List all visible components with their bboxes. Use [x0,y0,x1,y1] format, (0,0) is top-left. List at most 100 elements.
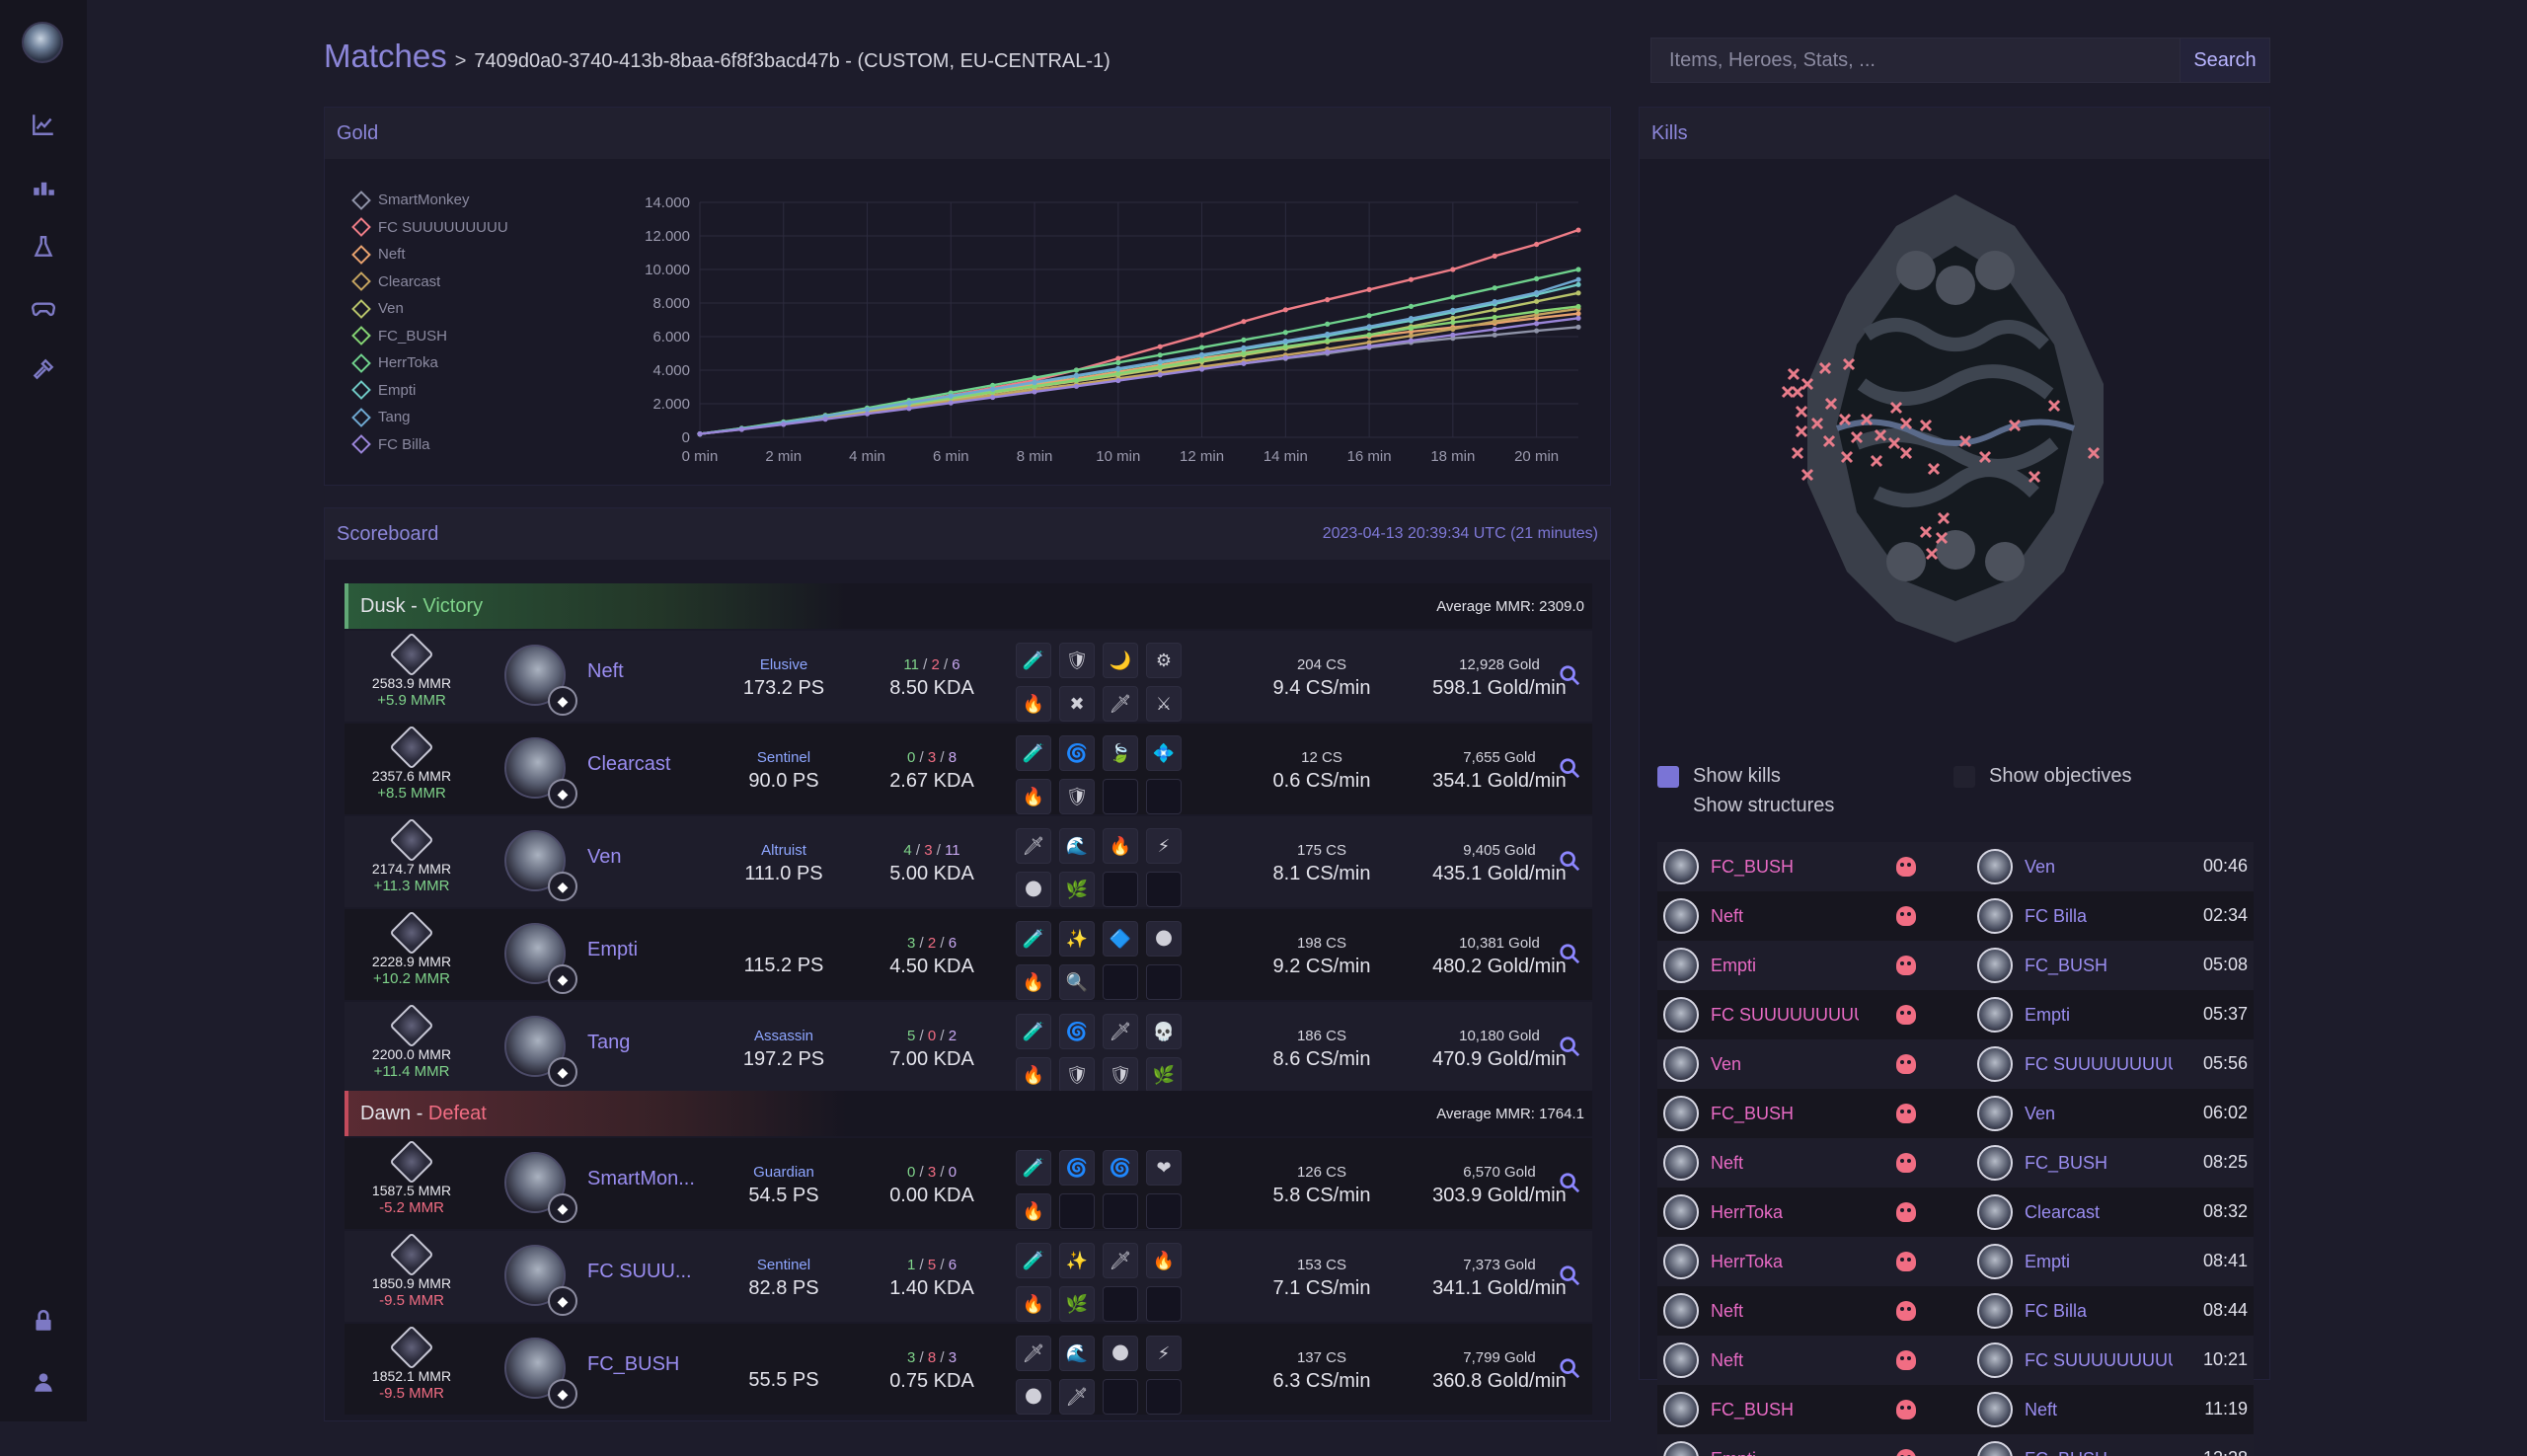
item-icon[interactable]: 🧪 [1016,1243,1051,1278]
item-icon[interactable]: 🔷 [1103,921,1138,957]
inspect-player-button[interactable] [1559,1264,1584,1290]
killer-name[interactable]: Neft [1711,1153,1859,1174]
user-icon[interactable] [26,1364,61,1400]
item-icon[interactable]: 🗡 [1103,1243,1138,1278]
item-icon[interactable]: 🧪 [1016,921,1051,957]
player-name-link[interactable]: SmartMon... [587,1168,695,1190]
item-icon[interactable]: 🛡 [1059,1057,1095,1093]
show-objectives-toggle[interactable]: Show objectives [1953,765,2132,788]
legend-item[interactable]: Tang [354,404,508,431]
lock-icon[interactable] [26,1303,61,1339]
player-name-link[interactable]: FC SUUU... [587,1261,692,1283]
item-icon[interactable]: ✨ [1059,921,1095,957]
killer-name[interactable]: Ven [1711,1054,1859,1075]
victim-name[interactable]: Empti [2025,1252,2173,1272]
legend-item[interactable]: FC_BUSH [354,323,508,350]
item-icon[interactable]: 🗡 [1103,686,1138,722]
player-name-link[interactable]: Clearcast [587,753,670,776]
item-icon[interactable]: 🔥 [1016,1057,1051,1093]
kill-marker[interactable] [1783,387,1793,397]
item-icon[interactable]: 🌀 [1059,1150,1095,1186]
kill-marker[interactable] [1797,407,1806,417]
item-icon[interactable]: ✨ [1059,1243,1095,1278]
legend-item[interactable]: HerrToka [354,349,508,377]
kill-marker[interactable] [1793,387,1802,397]
item-icon[interactable]: 🛡 [1059,779,1095,814]
victim-name[interactable]: FC Billa [2025,906,2173,927]
kill-marker[interactable] [1789,369,1799,379]
item-icon[interactable]: 💀 [1146,1014,1182,1049]
victim-name[interactable]: FC_BUSH [2025,1449,2173,1456]
item-icon[interactable]: 🌑 [1016,1379,1051,1415]
victim-name[interactable]: FC Billa [2025,1301,2173,1322]
item-icon[interactable]: 🗡 [1103,1014,1138,1049]
inspect-player-button[interactable] [1559,850,1584,876]
show-structures-toggle[interactable]: Show structures [1657,795,1834,817]
item-icon[interactable]: 🗡 [1016,1336,1051,1371]
show-kills-toggle[interactable]: Show kills [1657,765,1781,788]
victim-name[interactable]: Ven [2025,857,2173,878]
victim-name[interactable]: Clearcast [2025,1202,2173,1223]
victim-name[interactable]: FC SUUUUUUUUU [2025,1350,2173,1371]
legend-item[interactable]: FC Billa [354,431,508,459]
legend-item[interactable]: FC SUUUUUUUUU [354,214,508,242]
inspect-player-button[interactable] [1559,1035,1584,1061]
hammer-icon[interactable] [26,351,61,387]
victim-name[interactable]: FC_BUSH [2025,1153,2173,1174]
item-icon[interactable]: 🗡 [1016,828,1051,864]
item-icon[interactable]: 🌙 [1103,643,1138,678]
leaderboard-icon[interactable] [26,168,61,203]
item-icon[interactable]: 🌿 [1059,1286,1095,1322]
player-name-link[interactable]: Ven [587,846,621,869]
killer-name[interactable]: FC_BUSH [1711,857,1859,878]
legend-item[interactable]: SmartMonkey [354,187,508,214]
item-icon[interactable]: 🌊 [1059,1336,1095,1371]
killer-name[interactable]: Neft [1711,906,1859,927]
inspect-player-button[interactable] [1559,1357,1584,1383]
item-icon[interactable]: 🧪 [1016,1150,1051,1186]
item-icon[interactable]: 🍃 [1103,735,1138,771]
inspect-player-button[interactable] [1559,757,1584,783]
item-icon[interactable]: 🌿 [1059,872,1095,907]
item-icon[interactable]: 🔥 [1016,1286,1051,1322]
show-kills-checkbox[interactable] [1657,766,1679,788]
item-icon[interactable]: 🧪 [1016,643,1051,678]
item-icon[interactable]: 🔍 [1059,964,1095,1000]
item-icon[interactable]: 🔥 [1016,1193,1051,1229]
killer-name[interactable]: Empti [1711,956,1859,976]
victim-name[interactable]: FC_BUSH [2025,956,2173,976]
player-name-link[interactable]: Empti [587,939,638,961]
player-name-link[interactable]: Neft [587,660,624,683]
flask-icon[interactable] [26,229,61,265]
inspect-player-button[interactable] [1559,664,1584,690]
item-icon[interactable]: 🔥 [1016,964,1051,1000]
killer-name[interactable]: Neft [1711,1350,1859,1371]
gamepad-icon[interactable] [26,290,61,326]
item-icon[interactable]: 🗡 [1059,1379,1095,1415]
item-icon[interactable]: 🌿 [1146,1057,1182,1093]
item-icon[interactable]: 💠 [1146,735,1182,771]
item-icon[interactable]: 🌀 [1103,1150,1138,1186]
item-icon[interactable]: 🌑 [1103,1336,1138,1371]
chart-icon[interactable] [26,107,61,142]
item-icon[interactable]: ⚙ [1146,643,1182,678]
killer-name[interactable]: HerrToka [1711,1202,1859,1223]
killer-name[interactable]: FC_BUSH [1711,1400,1859,1420]
killer-name[interactable]: FC SUUUUUUUUU [1711,1005,1859,1026]
killer-name[interactable]: FC_BUSH [1711,1104,1859,1124]
legend-item[interactable]: Clearcast [354,268,508,296]
item-icon[interactable]: 🌊 [1059,828,1095,864]
item-icon[interactable]: ⚡ [1146,1336,1182,1371]
victim-name[interactable]: Neft [2025,1400,2173,1420]
killer-name[interactable]: Neft [1711,1301,1859,1322]
